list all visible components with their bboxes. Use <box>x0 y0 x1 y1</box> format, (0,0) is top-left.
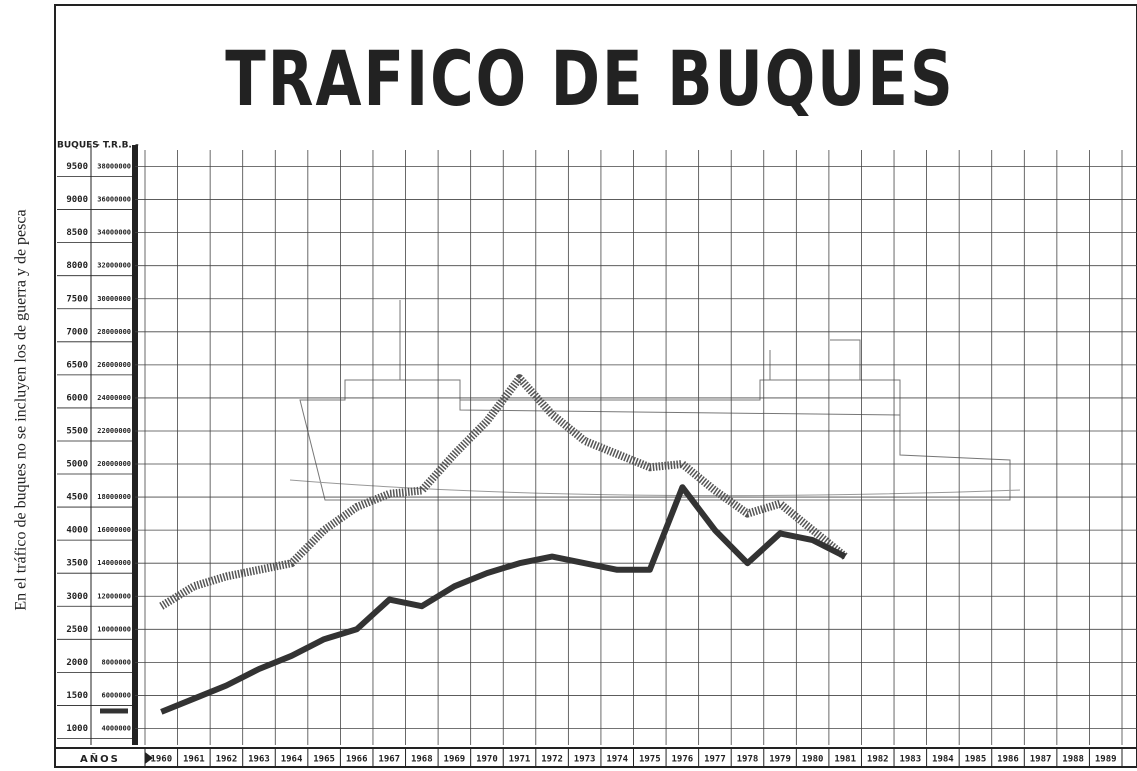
y2-tick-label: 8000000 <box>101 658 131 666</box>
x-tick-label: 1968 <box>411 755 433 765</box>
y-tick-label: 8000 <box>66 261 88 271</box>
y2-tick-label: 26000000 <box>97 361 131 369</box>
x-tick-label: 1976 <box>672 755 694 765</box>
y-tick-label: 5500 <box>66 426 88 436</box>
y2-tick-label: 4000000 <box>101 724 131 732</box>
x-tick-label: 1986 <box>997 755 1019 765</box>
y-tick-label: 4500 <box>66 493 88 503</box>
y-tick-label: 9500 <box>66 162 88 172</box>
y2-tick-label: 36000000 <box>97 196 131 204</box>
y2-tick-label: 24000000 <box>97 394 131 402</box>
x-tick-label: 1981 <box>834 755 856 765</box>
y-tick-label: 6000 <box>66 393 88 403</box>
y-tick-label: 9000 <box>66 195 88 205</box>
x-tick-label: 1962 <box>216 755 238 765</box>
x-tick-label: 1970 <box>476 755 498 765</box>
y2-tick-label: 30000000 <box>97 295 131 303</box>
axis-arrow <box>145 752 153 764</box>
x-tick-label: 1978 <box>737 755 759 765</box>
y-tick-label: 7500 <box>66 294 88 304</box>
y2-tick-label: 22000000 <box>97 427 131 435</box>
y2-tick-label: 32000000 <box>97 262 131 270</box>
y2-tick-label: 34000000 <box>97 229 131 237</box>
y-tick-label: 2000 <box>66 658 88 668</box>
y2-tick-label: 6000000 <box>101 691 131 699</box>
frame <box>54 4 1137 768</box>
x-tick-label: 1965 <box>313 755 335 765</box>
x-tick-label: 1967 <box>378 755 400 765</box>
x-tick-label: 1979 <box>769 755 791 765</box>
y-tick-label: 1000 <box>66 724 88 734</box>
y-tick-label: 3000 <box>66 592 88 602</box>
x-tick-label: 1982 <box>867 755 889 765</box>
x-tick-label: 1969 <box>444 755 466 765</box>
x-tick-label: 1984 <box>932 755 954 765</box>
x-tick-label: 1963 <box>248 755 270 765</box>
x-axis-label: AÑOS <box>80 752 120 765</box>
chart-title: TRAFICO DE BUQUES <box>225 34 954 123</box>
x-tick-label: 1987 <box>1030 755 1052 765</box>
x-tick-label: 1977 <box>704 755 726 765</box>
y-tick-label: 1500 <box>66 691 88 701</box>
y2-tick-label: 10000000 <box>97 625 131 633</box>
y-tick-label: 2500 <box>66 625 88 635</box>
y2-tick-label: 20000000 <box>97 460 131 468</box>
x-tick-label: 1983 <box>899 755 921 765</box>
x-tick-label: 1966 <box>346 755 368 765</box>
y2-tick-label: 14000000 <box>97 559 131 567</box>
x-tick-label: 1961 <box>183 755 205 765</box>
side-note: En el tráfico de buques no se incluyen l… <box>13 209 30 610</box>
y2-tick-label: 28000000 <box>97 328 131 336</box>
y-axis-label: BUQUES <box>57 141 99 151</box>
y-tick-label: 3500 <box>66 559 88 569</box>
y-tick-label: 5000 <box>66 460 88 470</box>
y-tick-label: 7000 <box>66 327 88 337</box>
series-line <box>160 484 847 715</box>
y-tick-label: 4000 <box>66 526 88 536</box>
y2-tick-label: 38000000 <box>97 163 131 171</box>
x-tick-label: 1980 <box>802 755 824 765</box>
y-tick-label: 8500 <box>66 228 88 238</box>
y2-axis-label: - T.R.B. - <box>96 141 139 151</box>
x-tick-label: 1974 <box>606 755 628 765</box>
x-tick-label: 1960 <box>150 755 172 765</box>
y-tick-label: 6500 <box>66 360 88 370</box>
x-tick-label: 1988 <box>1062 755 1084 765</box>
x-tick-label: 1964 <box>281 755 303 765</box>
x-tick-label: 1985 <box>965 755 987 765</box>
series-line <box>159 374 848 610</box>
x-tick-label: 1975 <box>639 755 661 765</box>
x-tick-label: 1973 <box>574 755 596 765</box>
x-tick-label: 1989 <box>1095 755 1117 765</box>
y2-tick-label: 16000000 <box>97 526 131 534</box>
legend-swatch <box>100 708 128 714</box>
x-tick-label: 1971 <box>509 755 531 765</box>
ship <box>289 300 1021 501</box>
y2-tick-label: 12000000 <box>97 592 131 600</box>
y2-tick-label: 18000000 <box>97 493 131 501</box>
x-tick-label: 1972 <box>541 755 563 765</box>
